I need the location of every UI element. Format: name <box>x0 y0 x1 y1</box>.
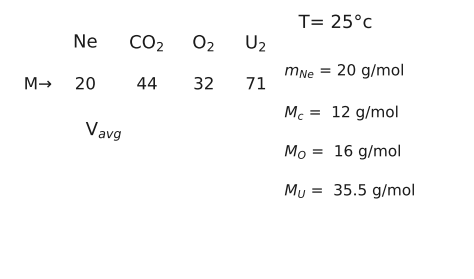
Text: $M_U$ =  35.5 g/mol: $M_U$ = 35.5 g/mol <box>284 181 416 200</box>
Text: 20: 20 <box>75 75 96 93</box>
Text: 32: 32 <box>193 75 214 93</box>
Text: 71: 71 <box>246 75 266 93</box>
Text: M→: M→ <box>24 75 52 93</box>
Text: $M_O$ =  16 g/mol: $M_O$ = 16 g/mol <box>284 142 402 161</box>
Text: CO$_2$: CO$_2$ <box>129 33 165 54</box>
Text: U$_2$: U$_2$ <box>245 33 267 54</box>
Text: T= 25°c: T= 25°c <box>299 14 373 32</box>
Text: $M_c$ =  12 g/mol: $M_c$ = 12 g/mol <box>284 103 399 122</box>
Text: Ne: Ne <box>73 33 98 52</box>
Text: V$_{avg}$: V$_{avg}$ <box>86 120 123 143</box>
Text: O$_2$: O$_2$ <box>192 33 215 54</box>
Text: $m_{Ne}$ = 20 g/mol: $m_{Ne}$ = 20 g/mol <box>284 61 405 80</box>
Text: 44: 44 <box>137 75 157 93</box>
